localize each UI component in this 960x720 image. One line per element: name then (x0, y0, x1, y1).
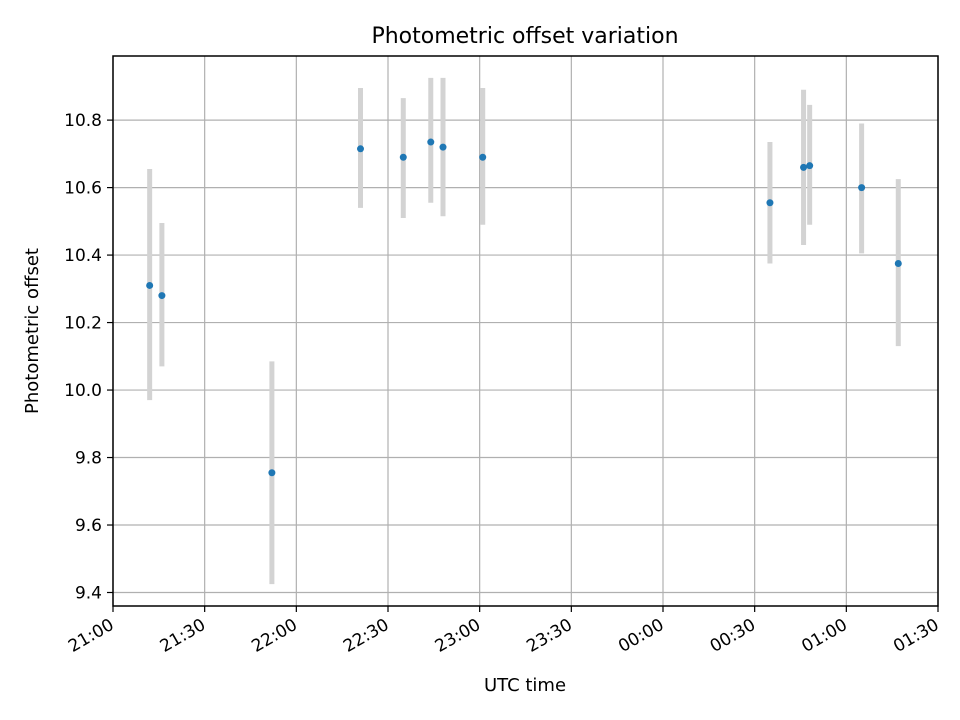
y-axis-ticks: 9.4 9.6 9.8 10.0 10.2 10.4 10.6 10.8 (64, 111, 113, 604)
data-point (806, 162, 814, 170)
y-tick-label: 10.4 (64, 246, 102, 266)
data-point (146, 281, 154, 289)
data-point (800, 163, 808, 171)
data-point (268, 469, 276, 477)
y-axis-label: Photometric offset (22, 248, 43, 414)
y-tick-label: 10.8 (64, 111, 102, 131)
y-tick-label: 10.6 (64, 179, 102, 199)
data-point (399, 153, 407, 161)
data-point (894, 260, 902, 268)
x-axis-label: UTC time (484, 675, 566, 696)
data-point (158, 292, 166, 300)
y-tick-label: 9.8 (75, 449, 102, 469)
y-tick-label: 10.2 (64, 314, 102, 334)
data-points (146, 138, 902, 477)
data-point (427, 138, 435, 146)
data-point (357, 145, 364, 153)
data-point (766, 199, 774, 207)
data-point (439, 143, 447, 151)
chart-title: Photometric offset variation (371, 24, 678, 49)
y-tick-label: 9.6 (75, 516, 102, 536)
data-point (479, 153, 487, 161)
y-tick-label: 10.0 (64, 381, 102, 401)
data-point (858, 184, 866, 192)
y-tick-label: 9.4 (75, 584, 102, 604)
plot-frame (112, 55, 939, 607)
